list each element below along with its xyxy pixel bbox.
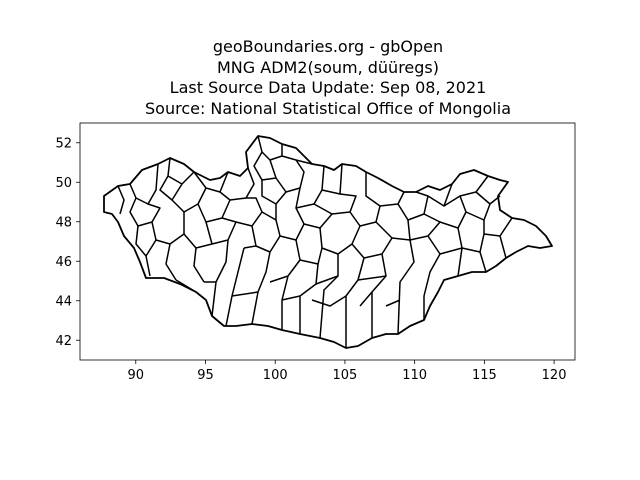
title-line-2: MNG ADM2(soum, düüregs) (216, 57, 439, 77)
x-tick-label: 95 (197, 368, 214, 383)
x-tick-label: 110 (402, 368, 427, 383)
x-tick-label: 115 (472, 368, 497, 383)
country-outline (103, 135, 553, 349)
y-tick-label: 52 (55, 136, 72, 151)
y-tick-label: 50 (55, 176, 72, 191)
y-tick-label: 46 (55, 255, 72, 270)
title-line-4: Source: National Statistical Office of M… (145, 98, 511, 118)
axis-ticks: 90 95 100 105 110 115 120 42 44 46 48 50 52 (55, 136, 566, 383)
y-tick-label: 48 (55, 215, 72, 230)
y-tick-label: 42 (55, 334, 72, 349)
x-tick-label: 105 (333, 368, 358, 383)
title-line-3: Last Source Data Update: Sep 08, 2021 (169, 78, 487, 97)
soum-boundaries (117, 135, 513, 348)
title-line-1: geoBoundaries.org - gbOpen (212, 37, 444, 56)
axes-frame (79, 122, 576, 361)
x-tick-label: 90 (128, 368, 145, 383)
y-tick-label: 44 (55, 294, 72, 309)
map-title: geoBoundaries.org - gbOpen MNG ADM2(soum… (0, 37, 640, 119)
x-tick-label: 120 (542, 368, 567, 383)
x-tick-label: 100 (263, 368, 288, 383)
